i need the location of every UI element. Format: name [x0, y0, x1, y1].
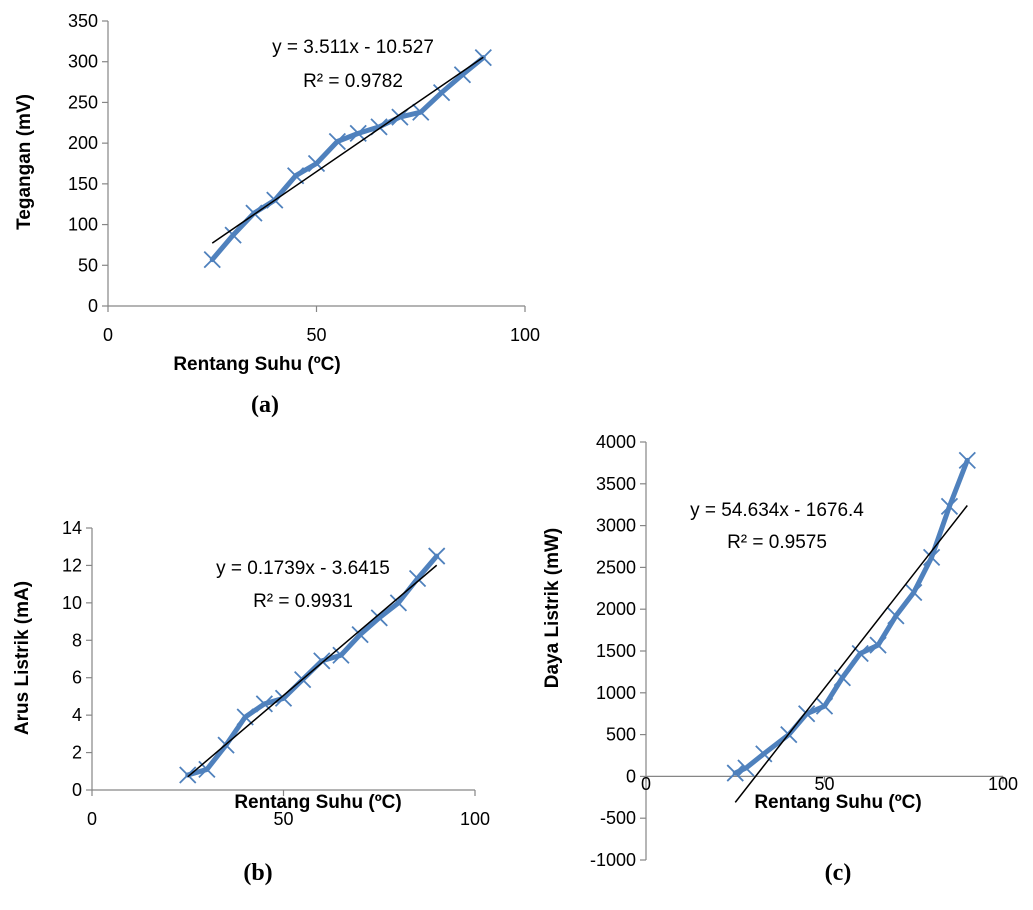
trendline-r2: R² = 0.9575	[727, 532, 827, 553]
trendline	[734, 505, 968, 803]
data-point-marker	[313, 652, 331, 670]
x-tick-label: 0	[87, 809, 97, 829]
x-axis-label: Rentang Suhu (ºC)	[754, 792, 921, 813]
y-tick-label: 1500	[596, 641, 636, 661]
y-tick-label: 500	[606, 725, 636, 745]
y-tick-label: 0	[626, 766, 636, 786]
y-tick-label: 10	[62, 593, 82, 613]
data-point-marker	[408, 569, 427, 588]
y-tick-label: 1000	[596, 683, 636, 703]
chart-2: 0 2 4 6 8 10 12 14 0 50 100 y = 0.1739x - 3.6415 R² …	[12, 518, 490, 886]
figure-caption: (b)	[243, 860, 272, 886]
y-tick-label: 12	[62, 555, 82, 575]
y-axis-label: Daya Listrik (mW)	[542, 528, 563, 688]
data-point-marker	[869, 636, 887, 654]
data-point-marker	[412, 103, 430, 121]
y-tick-label: 200	[68, 133, 98, 153]
data-point-marker	[203, 250, 221, 269]
y-tick-label: 2500	[596, 557, 636, 577]
data-point-marker	[905, 583, 923, 602]
x-tick-label: 50	[814, 774, 834, 794]
y-tick-label: 8	[72, 630, 82, 650]
data-point-marker	[179, 766, 197, 784]
y-tick-label: 3000	[596, 516, 636, 536]
data-point-marker	[737, 759, 755, 777]
figure-caption: (c)	[825, 860, 852, 886]
trendline-equation: y = 3.511x - 10.527	[272, 37, 434, 58]
data-point-marker	[428, 547, 446, 565]
data-point-marker	[274, 689, 293, 707]
data-point-marker	[940, 497, 959, 516]
data-point-marker	[224, 226, 242, 244]
x-axis-label: Rentang Suhu (ºC)	[234, 792, 401, 813]
y-axis-label: Arus Listrik (mA)	[12, 581, 33, 735]
chart-3: -1000-5000500100015002000250030003500400…	[542, 432, 1018, 886]
y-tick-label: 250	[68, 92, 98, 112]
y-tick-label: 150	[68, 174, 98, 194]
y-tick-label: 100	[68, 215, 98, 235]
y-tick-label: 0	[88, 296, 98, 316]
series-line	[185, 553, 440, 778]
x-tick-label: 50	[306, 325, 326, 345]
data-point-marker	[351, 626, 369, 644]
x-axis-label: Rentang Suhu (ºC)	[173, 354, 340, 375]
trendline	[211, 56, 484, 244]
trendline-r2: R² = 0.9931	[253, 591, 353, 612]
y-tick-label: 2	[72, 743, 82, 763]
data-point-marker	[332, 646, 350, 664]
data-point-marker	[370, 609, 388, 627]
data-point-marker	[391, 108, 409, 126]
trendline	[187, 564, 438, 778]
figure-caption: (a)	[251, 392, 279, 418]
data-point-marker	[887, 607, 905, 625]
data-point-marker	[328, 132, 346, 151]
chart-1: 0 50 100 150 200 250 300 350 0 50 100 y = 3.511x - …	[14, 11, 540, 418]
x-tick-label: 50	[273, 809, 293, 829]
x-tick-label: 0	[641, 774, 651, 794]
y-tick-label: 2000	[596, 599, 636, 619]
x-tick-label: 0	[103, 325, 113, 345]
y-tick-label: 4000	[596, 432, 636, 452]
data-point-marker	[453, 66, 472, 84]
y-tick-label: -500	[600, 808, 636, 828]
x-tick-label: 100	[460, 809, 490, 829]
data-point-marker	[236, 708, 254, 726]
data-point-marker	[255, 695, 273, 713]
y-tick-label: 3500	[596, 474, 636, 494]
trendline-equation: y = 54.634x - 1676.4	[690, 500, 864, 521]
data-point-marker	[389, 594, 408, 612]
y-tick-label: 50	[78, 255, 98, 275]
data-point-marker	[922, 548, 941, 567]
y-tick-label: 300	[68, 52, 98, 72]
data-point-marker	[287, 167, 305, 185]
y-tick-label: 350	[68, 11, 98, 31]
y-axis-label: Tegangan (mV)	[14, 94, 35, 230]
y-tick-label: -1000	[590, 850, 636, 870]
data-point-marker	[307, 154, 326, 173]
y-tick-label: 14	[62, 518, 82, 538]
y-tick-label: 4	[72, 705, 82, 725]
x-tick-label: 100	[988, 774, 1018, 794]
trendline-equation: y = 0.1739x - 3.6415	[216, 558, 390, 579]
trendline-r2: R² = 0.9782	[303, 71, 403, 92]
data-point-marker	[726, 764, 744, 782]
data-point-marker	[432, 84, 451, 102]
y-tick-label: 0	[72, 780, 82, 800]
y-tick-label: 6	[72, 668, 82, 688]
data-point-marker	[958, 451, 976, 470]
x-tick-label: 100	[510, 325, 540, 345]
data-point-marker	[815, 697, 834, 715]
